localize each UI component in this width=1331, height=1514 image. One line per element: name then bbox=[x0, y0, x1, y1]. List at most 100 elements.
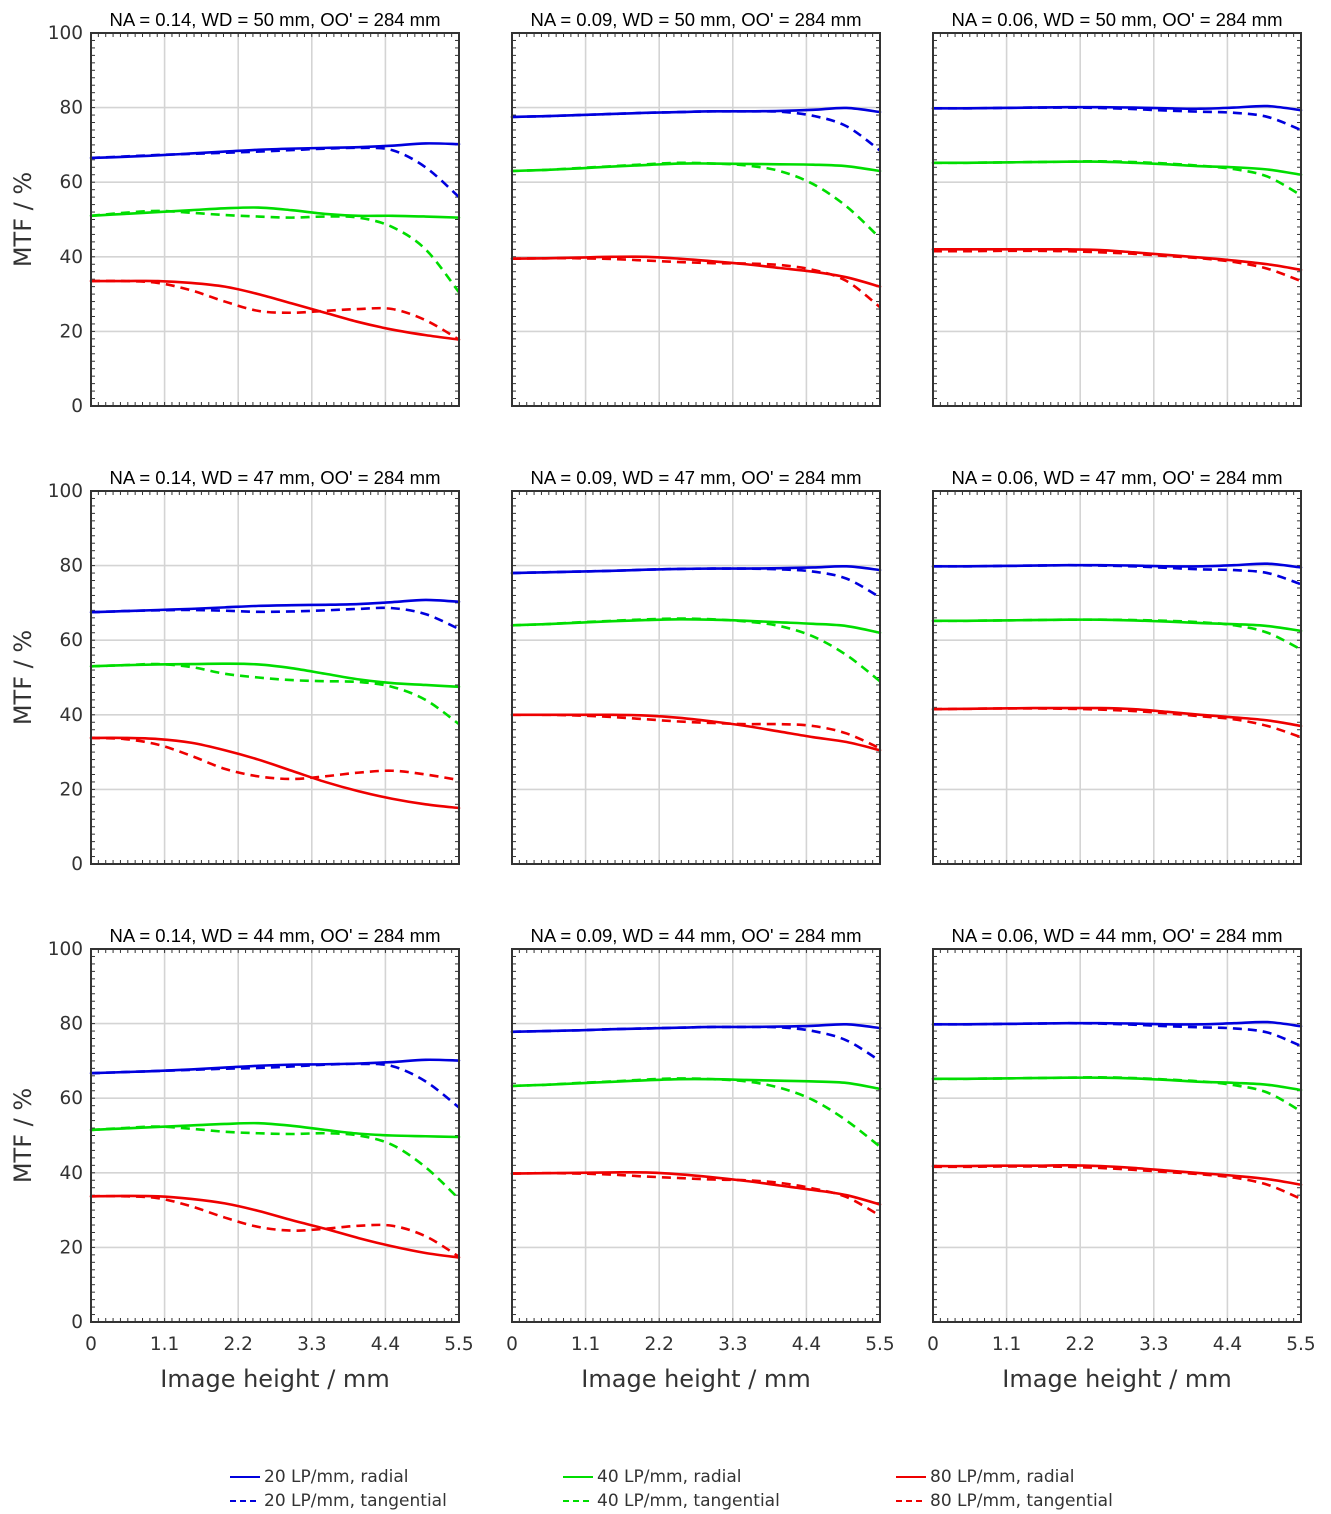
series-line bbox=[511, 1025, 881, 1063]
x-axis-label: Image height / mm bbox=[1002, 1365, 1231, 1393]
plot-frame bbox=[932, 948, 1302, 1323]
series-line bbox=[511, 161, 881, 240]
series-line bbox=[89, 736, 461, 810]
legend: 20 LP/mm, radial 20 LP/mm, tangential 40… bbox=[0, 1466, 1331, 1514]
series-line bbox=[90, 1194, 460, 1258]
x-tick-label: 2.2 bbox=[644, 1334, 673, 1355]
series-line bbox=[931, 160, 1303, 177]
y-tick-label: 100 bbox=[48, 481, 83, 502]
legend-label: 40 LP/mm, radial bbox=[597, 1467, 742, 1487]
x-tick-label: 4.4 bbox=[371, 1334, 400, 1355]
legend-item-20-radial: 20 LP/mm, radial bbox=[230, 1466, 408, 1488]
y-tick-label: 40 bbox=[59, 1163, 83, 1184]
y-tick-label: 20 bbox=[59, 321, 83, 342]
series-line bbox=[89, 279, 461, 341]
legend-label: 80 LP/mm, tangential bbox=[930, 1491, 1113, 1511]
chart-title: NA = 0.09, WD = 44 mm, OO' = 284 mm bbox=[531, 925, 862, 946]
y-axis-label: MTF / % bbox=[9, 1088, 37, 1183]
chart-title: NA = 0.06, WD = 47 mm, OO' = 284 mm bbox=[952, 467, 1283, 488]
chart-title: NA = 0.14, WD = 47 mm, OO' = 284 mm bbox=[110, 467, 441, 488]
y-tick-label: 60 bbox=[59, 1088, 83, 1109]
series-line bbox=[931, 618, 1303, 633]
series-line bbox=[511, 567, 881, 599]
series-line bbox=[510, 617, 882, 635]
series-line bbox=[932, 160, 1302, 197]
series-line bbox=[90, 209, 461, 294]
series-line bbox=[510, 1077, 882, 1091]
series-line bbox=[932, 707, 1302, 739]
y-tick-label: 0 bbox=[71, 396, 83, 417]
y-tick-label: 100 bbox=[48, 939, 83, 960]
plot-frame bbox=[511, 32, 881, 407]
x-tick-label: 2.2 bbox=[223, 1334, 252, 1355]
series-line bbox=[932, 1165, 1302, 1201]
x-tick-label: 1.1 bbox=[992, 1334, 1021, 1355]
series-line bbox=[511, 1171, 881, 1217]
minor-ticks bbox=[511, 490, 881, 865]
legend-label: 40 LP/mm, tangential bbox=[597, 1491, 780, 1511]
chart-panel-7: NA = 0.14, WD = 44 mm, OO' = 284 mm 0 20 40… bbox=[9, 925, 474, 1393]
series-line bbox=[90, 279, 460, 341]
series-line bbox=[510, 255, 882, 288]
plot-frame bbox=[932, 32, 1302, 407]
minor-ticks bbox=[932, 32, 1302, 407]
x-tick-label: 5.5 bbox=[444, 1334, 473, 1355]
y-tick-label: 100 bbox=[48, 23, 83, 44]
chart-title: NA = 0.14, WD = 44 mm, OO' = 284 mm bbox=[110, 925, 441, 946]
x-tick-label: 5.5 bbox=[865, 1334, 894, 1355]
legend-swatch bbox=[896, 1476, 926, 1478]
chart-panel-6: NA = 0.06, WD = 47 mm, OO' = 284 mm bbox=[931, 467, 1303, 865]
plot-frame bbox=[932, 490, 1302, 865]
series-line bbox=[90, 146, 460, 199]
series-line bbox=[90, 736, 460, 782]
chart-panel-1: NA = 0.14, WD = 50 mm, OO' = 284 mm 0 20 40… bbox=[9, 9, 461, 417]
series-line bbox=[90, 1125, 460, 1200]
minor-ticks bbox=[932, 948, 1302, 1323]
y-tick-label: 80 bbox=[59, 98, 83, 119]
series-line bbox=[89, 598, 461, 614]
x-tick-label: 3.3 bbox=[718, 1334, 747, 1355]
series-line bbox=[931, 247, 1303, 272]
plot-frame bbox=[511, 490, 881, 865]
series-line bbox=[89, 1194, 461, 1259]
legend-label: 20 LP/mm, radial bbox=[264, 1467, 409, 1487]
chart-title: NA = 0.06, WD = 50 mm, OO' = 284 mm bbox=[952, 9, 1283, 30]
legend-swatch bbox=[563, 1500, 593, 1502]
x-axis-label: Image height / mm bbox=[160, 1365, 389, 1393]
x-tick-label: 5.5 bbox=[1286, 1334, 1315, 1355]
plot-frame bbox=[90, 32, 460, 407]
x-tick-label: 4.4 bbox=[792, 1334, 821, 1355]
series-line bbox=[511, 617, 881, 683]
chart-panel-8: NA = 0.09, WD = 44 mm, OO' = 284 mm 0 1.1 2… bbox=[506, 925, 895, 1393]
chart-title: NA = 0.14, WD = 50 mm, OO' = 284 mm bbox=[110, 9, 441, 30]
y-axis-label: MTF / % bbox=[9, 630, 37, 725]
minor-ticks bbox=[90, 490, 460, 865]
x-tick-label: 4.4 bbox=[1213, 1334, 1242, 1355]
minor-ticks bbox=[511, 948, 881, 1323]
legend-label: 20 LP/mm, tangential bbox=[264, 1491, 447, 1511]
series-line bbox=[90, 606, 460, 631]
chart-title: NA = 0.09, WD = 50 mm, OO' = 284 mm bbox=[531, 9, 862, 30]
series-line bbox=[89, 662, 461, 689]
x-tick-label: 3.3 bbox=[1139, 1334, 1168, 1355]
series-line bbox=[510, 1170, 882, 1206]
minor-ticks bbox=[511, 32, 881, 407]
chart-panel-9: NA = 0.06, WD = 44 mm, OO' = 284 mm 0 1.1 2… bbox=[927, 925, 1316, 1393]
legend-swatch bbox=[230, 1476, 260, 1478]
y-tick-label: 80 bbox=[59, 556, 83, 577]
plot-frame bbox=[90, 948, 460, 1323]
plot-frame bbox=[90, 490, 460, 865]
legend-swatch bbox=[896, 1500, 926, 1502]
x-tick-label: 0 bbox=[506, 1334, 518, 1355]
y-tick-label: 0 bbox=[71, 854, 83, 875]
x-tick-label: 1.1 bbox=[571, 1334, 600, 1355]
series-line bbox=[511, 1077, 881, 1148]
series-line bbox=[932, 1076, 1302, 1113]
chart-panel-5: NA = 0.09, WD = 47 mm, OO' = 284 mm bbox=[510, 467, 882, 865]
legend-item-80-radial: 80 LP/mm, radial bbox=[896, 1466, 1074, 1488]
x-tick-label: 0 bbox=[85, 1334, 97, 1355]
series-line bbox=[511, 109, 881, 152]
series-line bbox=[932, 618, 1302, 651]
series-line bbox=[932, 563, 1302, 586]
series-line bbox=[90, 662, 460, 726]
